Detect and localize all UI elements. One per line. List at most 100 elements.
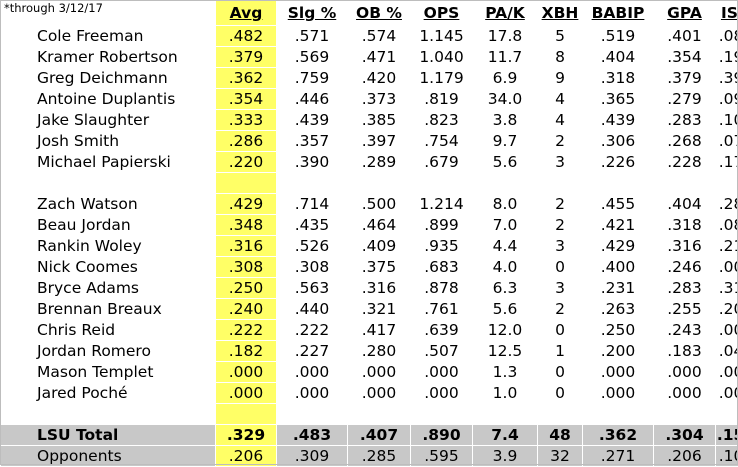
stat-cell: .429 <box>583 236 654 257</box>
stat-cell: .318 <box>583 68 654 89</box>
stat-cell: .286 <box>216 131 277 152</box>
stat-cell: .316 <box>216 236 277 257</box>
stat-cell: 0 <box>538 383 583 404</box>
stat-cell: .890 <box>411 425 473 446</box>
stat-cell: 1.179 <box>411 68 473 89</box>
stat-cell: 1.0 <box>473 383 538 404</box>
header-ob: OB % <box>348 1 411 26</box>
stat-cell: .222 <box>216 320 277 341</box>
stat-cell: 2 <box>538 299 583 320</box>
spacer-row <box>1 404 738 425</box>
stat-cell: 8 <box>538 47 583 68</box>
stat-cell: .220 <box>216 152 277 173</box>
stat-cell: 4.4 <box>473 236 538 257</box>
stat-cell: .397 <box>716 68 738 89</box>
stat-cell: 4 <box>538 110 583 131</box>
stat-cell: .227 <box>277 341 348 362</box>
stat-cell: .407 <box>348 425 411 446</box>
player-name: Bryce Adams <box>1 278 216 299</box>
player-name: Josh Smith <box>1 131 216 152</box>
spacer-cell <box>538 404 583 425</box>
stat-cell: 4.0 <box>473 257 538 278</box>
stat-cell: .471 <box>348 47 411 68</box>
stat-cell: 1.3 <box>473 362 538 383</box>
stat-cell: .404 <box>583 47 654 68</box>
spacer-cell <box>277 173 348 194</box>
stat-cell: .154 <box>716 425 738 446</box>
stat-cell: .935 <box>411 236 473 257</box>
stat-cell: .243 <box>654 320 716 341</box>
stat-cell: .200 <box>716 299 738 320</box>
stat-cell: .526 <box>277 236 348 257</box>
spacer-cell <box>538 173 583 194</box>
stat-cell: .379 <box>654 68 716 89</box>
header-ops: OPS <box>411 1 473 26</box>
stat-cell: .439 <box>277 110 348 131</box>
date-note: *through 3/12/17 <box>1 1 216 26</box>
stat-cell: .283 <box>654 278 716 299</box>
stat-cell: 1.214 <box>411 194 473 215</box>
stat-cell: .455 <box>583 194 654 215</box>
stat-cell: .329 <box>216 425 277 446</box>
player-name: Zach Watson <box>1 194 216 215</box>
stat-cell: .206 <box>216 446 277 467</box>
stat-cell: .318 <box>654 215 716 236</box>
stat-cell: .519 <box>583 26 654 47</box>
stat-cell: .308 <box>277 257 348 278</box>
stat-cell: .507 <box>411 341 473 362</box>
stat-cell: .321 <box>348 299 411 320</box>
stat-cell: .000 <box>216 362 277 383</box>
spacer-cell <box>473 173 538 194</box>
stat-cell: .316 <box>348 278 411 299</box>
player-name: Rankin Woley <box>1 236 216 257</box>
stat-cell: 32 <box>538 446 583 467</box>
stat-cell: .569 <box>277 47 348 68</box>
stat-cell: .000 <box>583 362 654 383</box>
stat-cell: .285 <box>348 446 411 467</box>
stat-cell: .263 <box>583 299 654 320</box>
stat-cell: .000 <box>216 383 277 404</box>
spacer-cell <box>277 404 348 425</box>
stat-cell: .379 <box>216 47 277 68</box>
stat-cell: 8.0 <box>473 194 538 215</box>
header-babip: BABIP <box>583 1 654 26</box>
stat-cell: 12.0 <box>473 320 538 341</box>
stat-cell: .878 <box>411 278 473 299</box>
header-xbh: XBH <box>538 1 583 26</box>
stat-cell: .759 <box>277 68 348 89</box>
stat-cell: .268 <box>654 131 716 152</box>
header-pak: PA/K <box>473 1 538 26</box>
stat-cell: .255 <box>654 299 716 320</box>
stat-cell: .183 <box>654 341 716 362</box>
spacer-cell <box>583 173 654 194</box>
stat-cell: 2 <box>538 194 583 215</box>
stat-cell: .362 <box>583 425 654 446</box>
stat-cell: 6.9 <box>473 68 538 89</box>
stat-cell: .246 <box>654 257 716 278</box>
stat-cell: .429 <box>216 194 277 215</box>
stat-cell: .000 <box>654 362 716 383</box>
spacer-cell <box>654 173 716 194</box>
stat-cell: .271 <box>583 446 654 467</box>
stat-cell: .823 <box>411 110 473 131</box>
stat-cell: .409 <box>348 236 411 257</box>
stat-cell: .595 <box>411 446 473 467</box>
stat-cell: .250 <box>583 320 654 341</box>
stat-cell: .286 <box>716 194 738 215</box>
stat-cell: .071 <box>716 131 738 152</box>
player-name: Greg Deichmann <box>1 68 216 89</box>
stat-cell: .404 <box>654 194 716 215</box>
player-name: LSU Total <box>1 425 216 446</box>
header-gpa: GPA <box>654 1 716 26</box>
stat-cell: .289 <box>348 152 411 173</box>
spacer-cell <box>348 404 411 425</box>
